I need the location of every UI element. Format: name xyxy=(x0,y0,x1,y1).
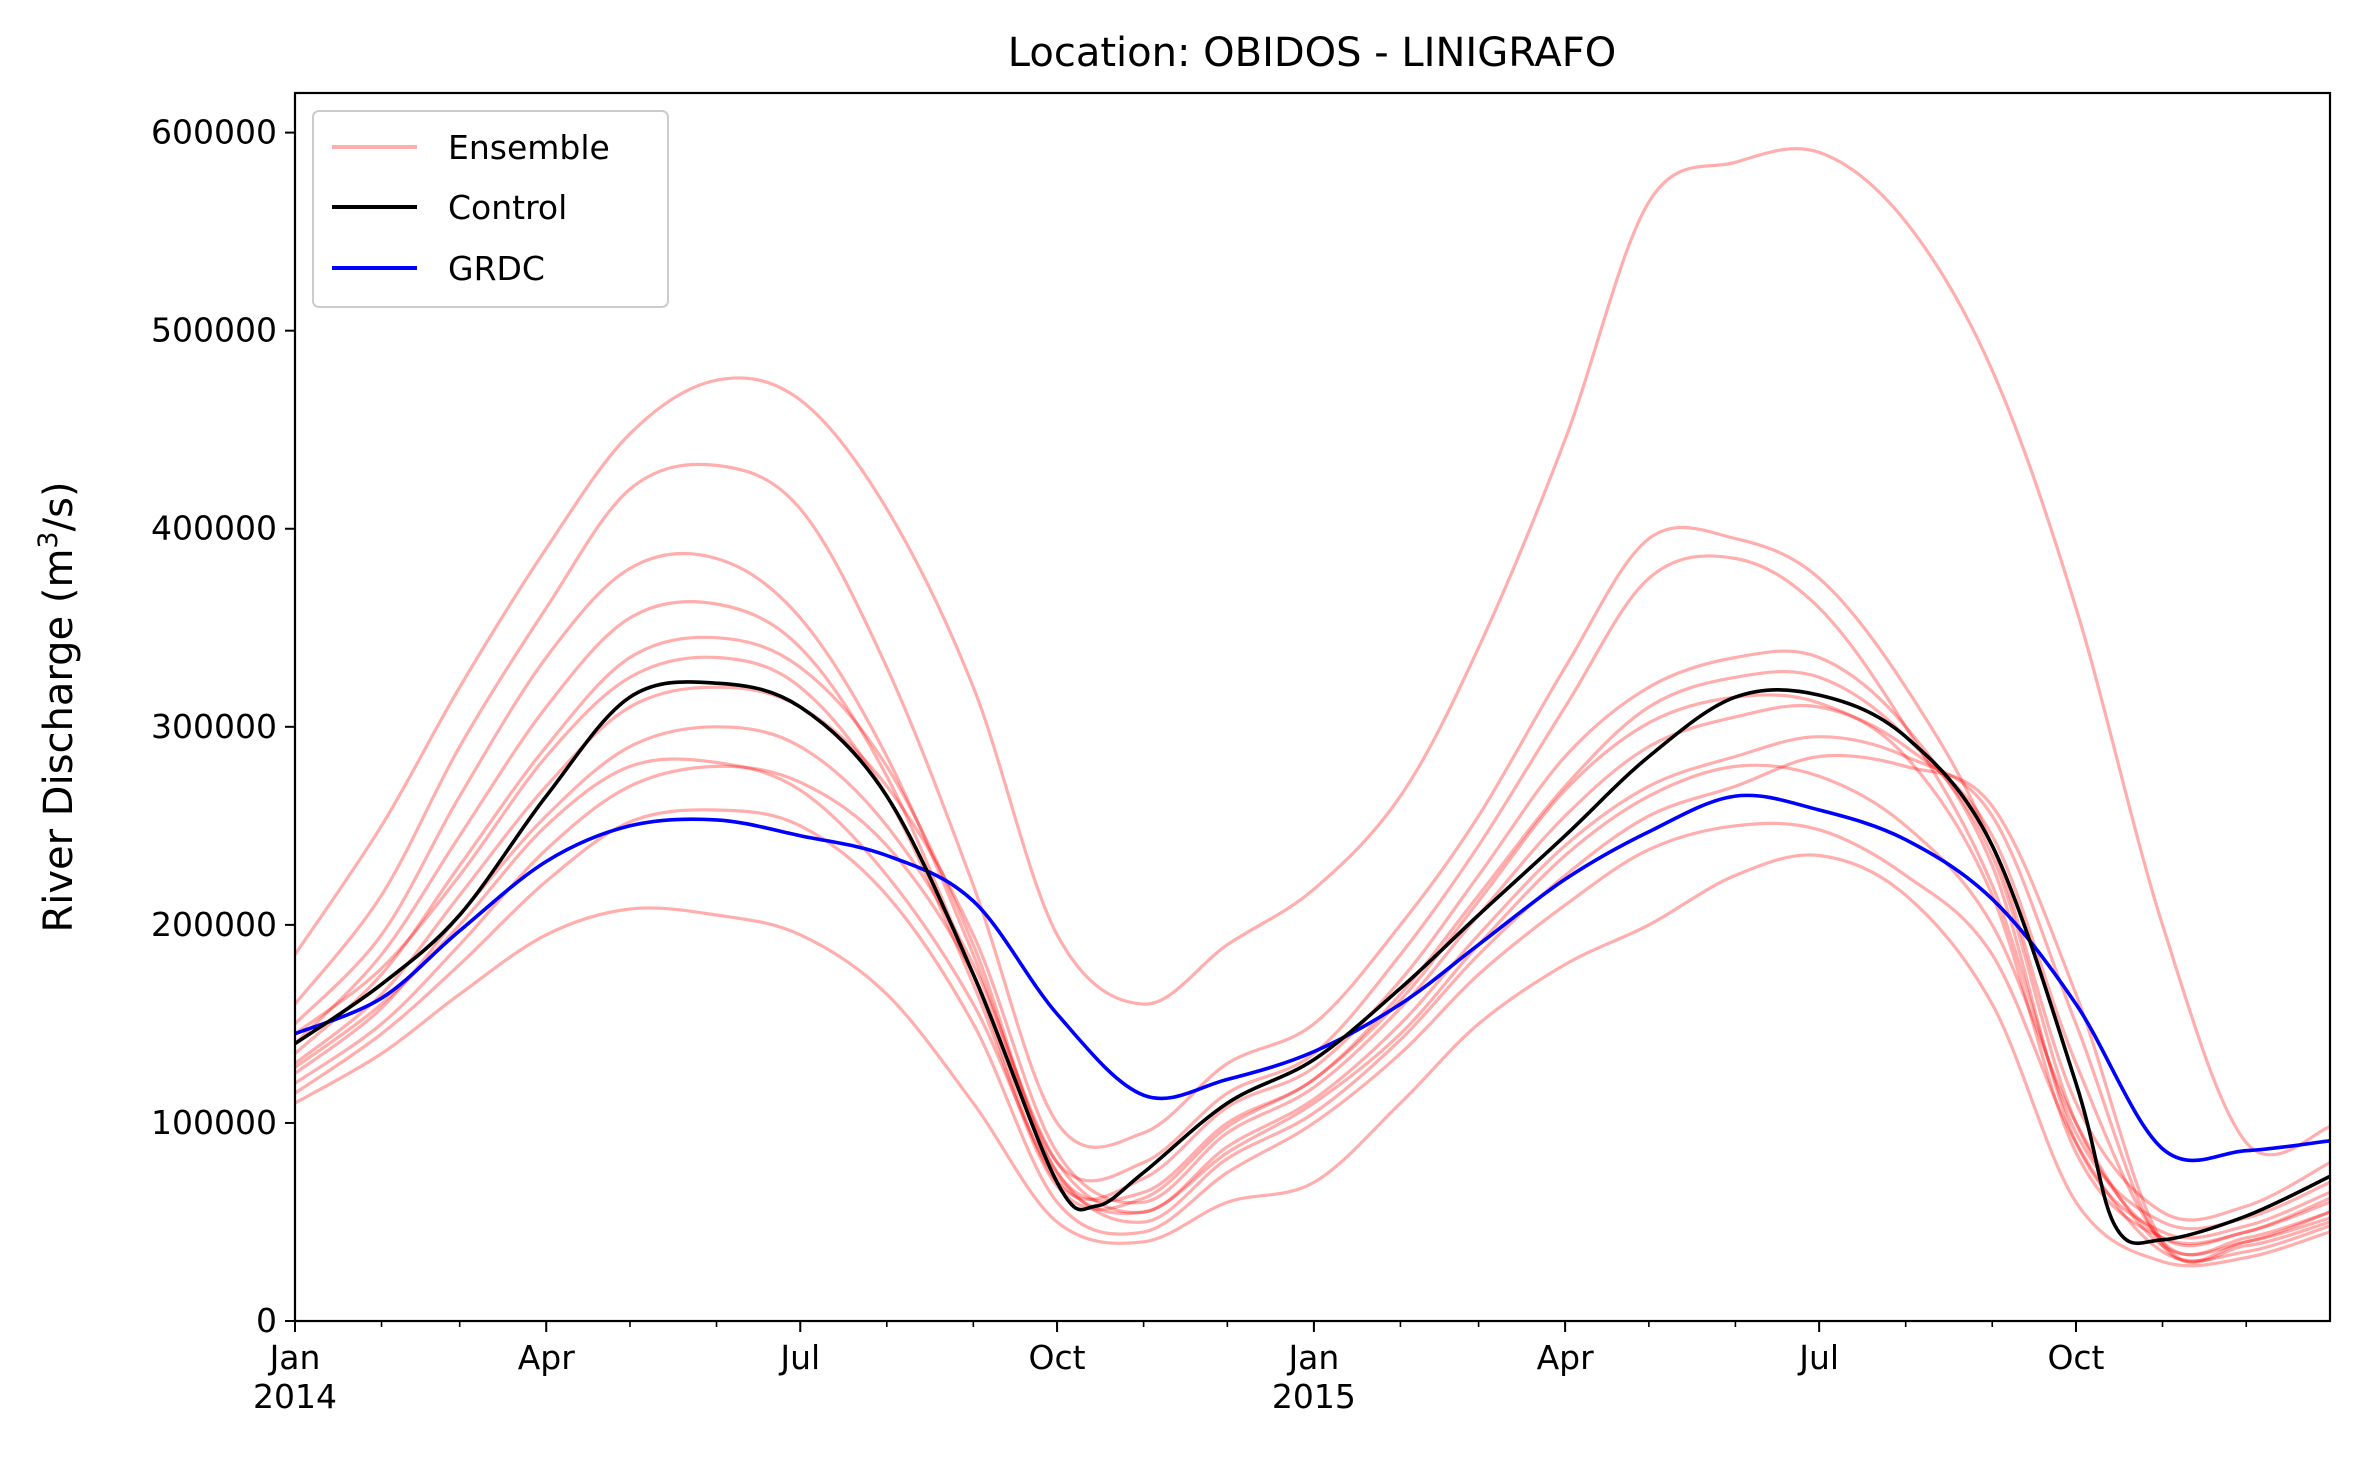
y-tick-label: 0 xyxy=(256,1301,277,1340)
x-tick-label: Apr xyxy=(518,1338,576,1377)
y-tick-label: 600000 xyxy=(151,113,277,152)
legend-box xyxy=(312,110,669,308)
y-tick-label: 400000 xyxy=(151,509,277,548)
ensemble-member-line xyxy=(293,635,2331,1248)
ensemble-member-line xyxy=(293,552,2331,1231)
x-tick-label: Jan xyxy=(268,1338,321,1377)
x-tick-label: Jul xyxy=(1797,1338,1839,1377)
control-line xyxy=(293,680,2331,1246)
legend: Ensemble Control GRDC xyxy=(312,110,669,308)
x-tick-label: Apr xyxy=(1537,1338,1595,1377)
x-tick-year-label: 2015 xyxy=(1272,1377,1356,1416)
legend-ensemble-label: Ensemble xyxy=(448,128,610,167)
ensemble-member-line xyxy=(294,753,2331,1264)
chart-title: Location: OBIDOS - LINIGRAFO xyxy=(1008,30,1616,76)
ensemble-member-line xyxy=(293,599,2331,1240)
y-tick-label: 100000 xyxy=(151,1103,277,1142)
ensemble-member-line xyxy=(294,685,2331,1257)
x-tick-label: Oct xyxy=(2047,1338,2104,1377)
grdc-line xyxy=(294,793,2331,1163)
ensemble-member-line xyxy=(294,808,2331,1263)
legend-grdc-label: GRDC xyxy=(448,249,545,288)
x-tick-label: Jan xyxy=(1286,1338,1339,1377)
y-tick-label: 500000 xyxy=(151,311,277,350)
y-axis-label-end: /s) xyxy=(36,481,82,531)
ensemble-member-line xyxy=(294,655,2331,1246)
x-tick-label: Oct xyxy=(1029,1338,1086,1377)
x-tick-year-label: 2014 xyxy=(253,1377,337,1416)
y-axis-label-superscript: 3 xyxy=(33,531,64,548)
legend-control-label: Control xyxy=(448,188,567,227)
x-tick-label: Jul xyxy=(778,1338,820,1377)
y-tick-label: 300000 xyxy=(151,707,277,746)
plot-frame xyxy=(293,91,2332,1323)
ensemble-member-line xyxy=(294,725,2331,1264)
y-tick-label: 200000 xyxy=(151,905,277,944)
ensemble-member-line xyxy=(294,757,2331,1257)
series-layer xyxy=(293,147,2331,1268)
ensemble-member-line xyxy=(294,853,2331,1268)
y-axis-label-main: River Discharge (m xyxy=(36,549,82,933)
ensemble-member-line xyxy=(293,147,2331,1157)
y-axis: 0 100000 200000 300000 400000 500000 600000 xyxy=(151,113,295,1340)
y-axis-label: River Discharge (m3/s) xyxy=(33,481,82,932)
